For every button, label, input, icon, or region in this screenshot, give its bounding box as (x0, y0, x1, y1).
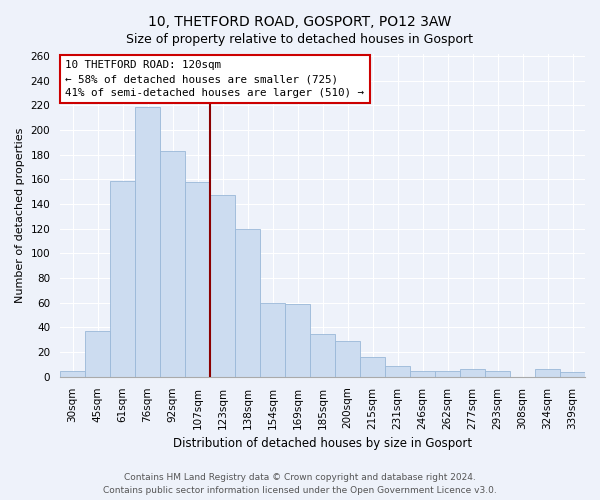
Bar (110, 180, 135, 377)
Bar (485, 370, 510, 377)
X-axis label: Distribution of detached houses by size in Gosport: Distribution of detached houses by size … (173, 437, 472, 450)
Bar (285, 304, 310, 377)
Bar (535, 370, 560, 377)
Text: 10 THETFORD ROAD: 120sqm
← 58% of detached houses are smaller (725)
41% of semi-: 10 THETFORD ROAD: 120sqm ← 58% of detach… (65, 60, 364, 98)
Bar (260, 303, 285, 377)
Bar (235, 229, 260, 377)
Bar (435, 370, 460, 377)
Text: 10, THETFORD ROAD, GOSPORT, PO12 3AW: 10, THETFORD ROAD, GOSPORT, PO12 3AW (148, 15, 452, 29)
Bar (560, 372, 585, 377)
Bar (135, 106, 160, 377)
Bar (160, 151, 185, 377)
Bar (185, 182, 210, 377)
Bar (460, 370, 485, 377)
Bar (310, 334, 335, 377)
Bar (410, 370, 435, 377)
Bar (60, 370, 85, 377)
Bar (335, 341, 360, 377)
Bar (210, 196, 235, 377)
Bar (360, 357, 385, 377)
Bar (85, 331, 110, 377)
Bar (385, 366, 410, 377)
Y-axis label: Number of detached properties: Number of detached properties (15, 128, 25, 303)
Text: Contains HM Land Registry data © Crown copyright and database right 2024.
Contai: Contains HM Land Registry data © Crown c… (103, 474, 497, 495)
Text: Size of property relative to detached houses in Gosport: Size of property relative to detached ho… (127, 32, 473, 46)
